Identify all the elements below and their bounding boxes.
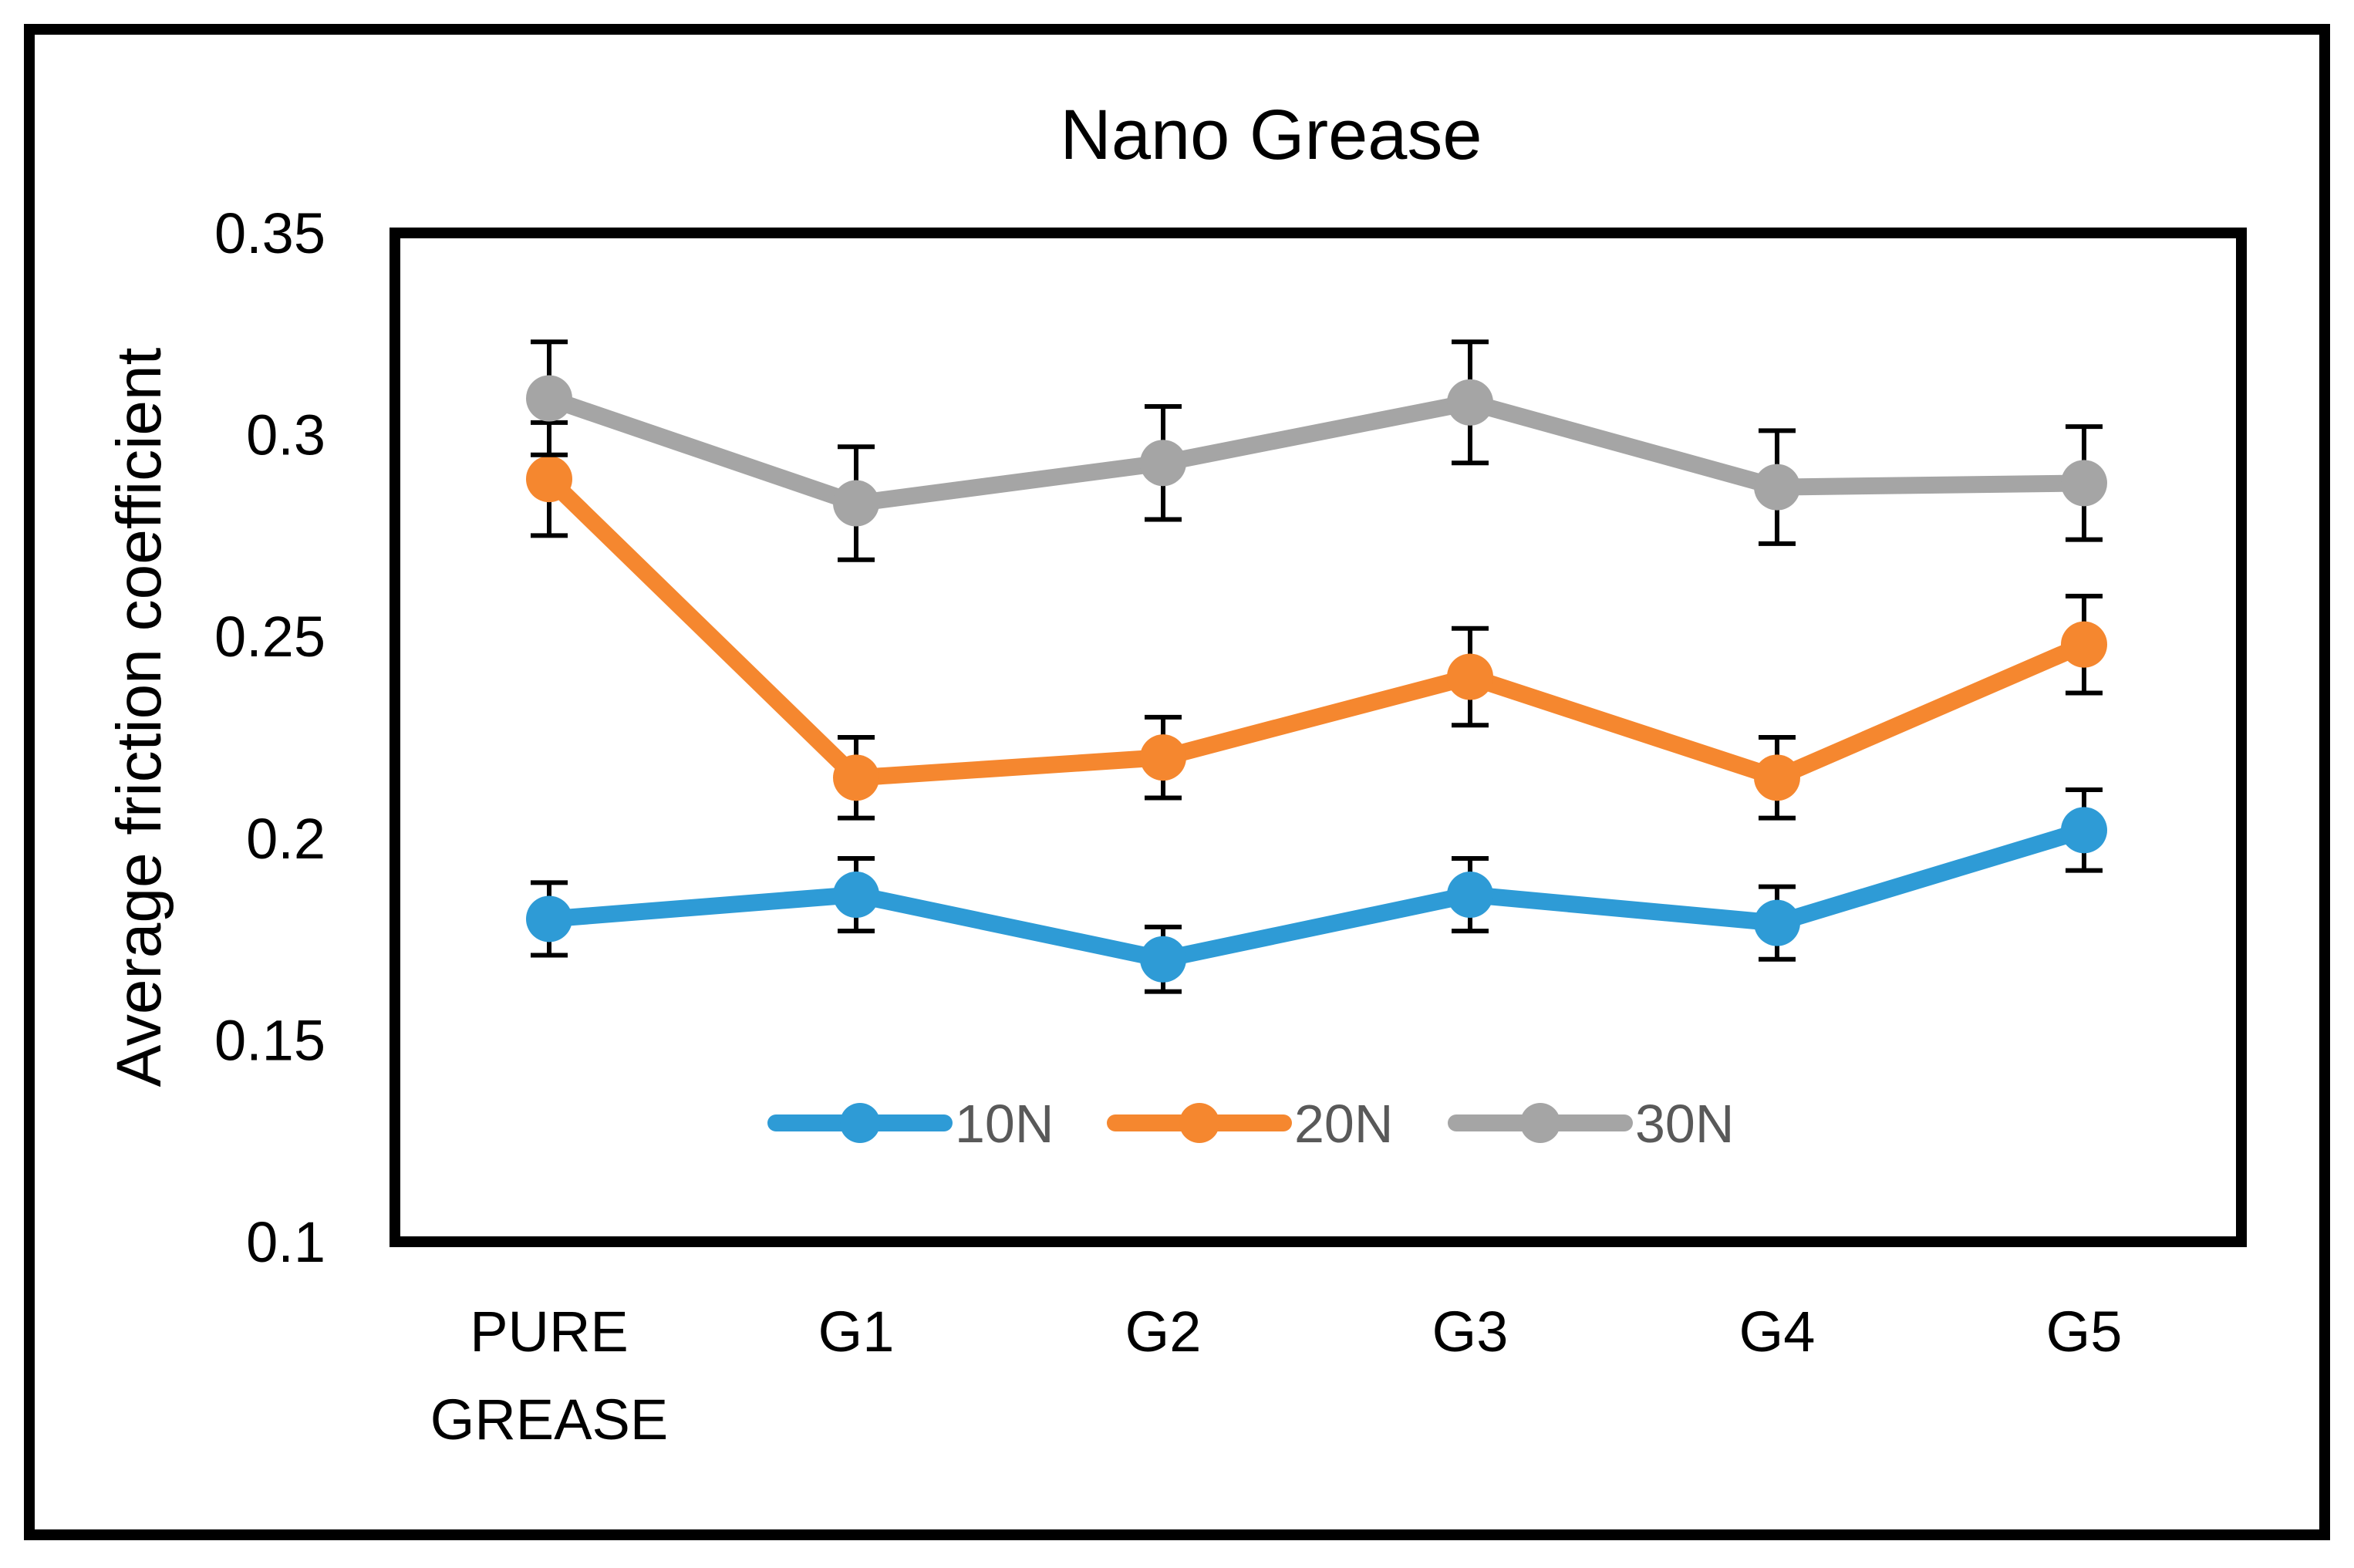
data-point [833,480,879,527]
series-layer [526,339,2107,994]
series-10N [526,787,2107,994]
data-point [1140,440,1186,487]
y-tick-label: 0.15 [214,1008,325,1072]
data-point [2061,621,2107,668]
data-point [1754,754,1800,801]
x-tick-label-line: G1 [818,1300,895,1364]
data-point [526,456,572,503]
legend-swatch-marker [840,1103,880,1143]
data-point [1447,379,1493,426]
chart-title: Nano Grease [1060,96,1482,174]
legend-swatch-marker [1179,1103,1219,1143]
data-point [833,754,879,801]
x-tick-label: G1 [818,1300,895,1364]
data-point [2061,807,2107,854]
series-30N [526,339,2107,562]
data-point [1754,899,1800,946]
legend-item: 10N [767,1094,1054,1154]
data-point [1447,872,1493,919]
y-tick-label: 0.3 [246,403,325,467]
data-point [1754,464,1800,511]
data-point [833,872,879,919]
data-point [2061,460,2107,507]
legend: 10N 20N 30N [767,1094,1734,1154]
plot-area-border [390,228,2247,1247]
legend-swatch-marker [1520,1103,1560,1143]
y-axis-label: Average friction coefficient [104,347,174,1087]
legend-label: 20N [1294,1094,1393,1154]
x-tick-label: G4 [1739,1300,1816,1364]
y-tick-label: 0.1 [246,1210,325,1274]
series-line [541,470,2093,787]
x-tick-label: G5 [2046,1300,2123,1364]
x-tick-label-line: G4 [1739,1300,1816,1364]
x-tick-label-line: G5 [2046,1300,2123,1364]
legend-label: 10N [955,1094,1054,1154]
x-tick-label: G3 [1432,1300,1509,1364]
data-point [526,895,572,942]
x-tick-labels: PURE GREASE G1 G2 G3 G4 G5 [430,1300,2123,1452]
outer-frame [24,24,2330,1540]
x-tick-label-line: G2 [1125,1300,1202,1364]
y-tick-label: 0.25 [214,605,325,669]
series-20N [526,420,2107,821]
x-tick-label-line: GREASE [430,1388,668,1452]
x-tick-label: PURE GREASE [430,1300,668,1452]
x-tick-label: G2 [1125,1300,1202,1364]
legend-item: 30N [1448,1094,1734,1154]
data-point [526,375,572,422]
y-tick-labels: 0.1 0.15 0.2 0.25 0.3 0.35 [214,201,325,1274]
legend-item: 20N [1107,1094,1393,1154]
y-tick-label: 0.35 [214,201,325,265]
data-point [1140,734,1186,781]
data-point [1447,653,1493,700]
y-tick-label: 0.2 [246,807,325,871]
series-line [541,821,2093,968]
data-point [1140,936,1186,983]
legend-label: 30N [1635,1094,1734,1154]
x-tick-label-line: PURE [470,1300,629,1364]
x-tick-label-line: G3 [1432,1300,1509,1364]
series-line [541,389,2093,512]
